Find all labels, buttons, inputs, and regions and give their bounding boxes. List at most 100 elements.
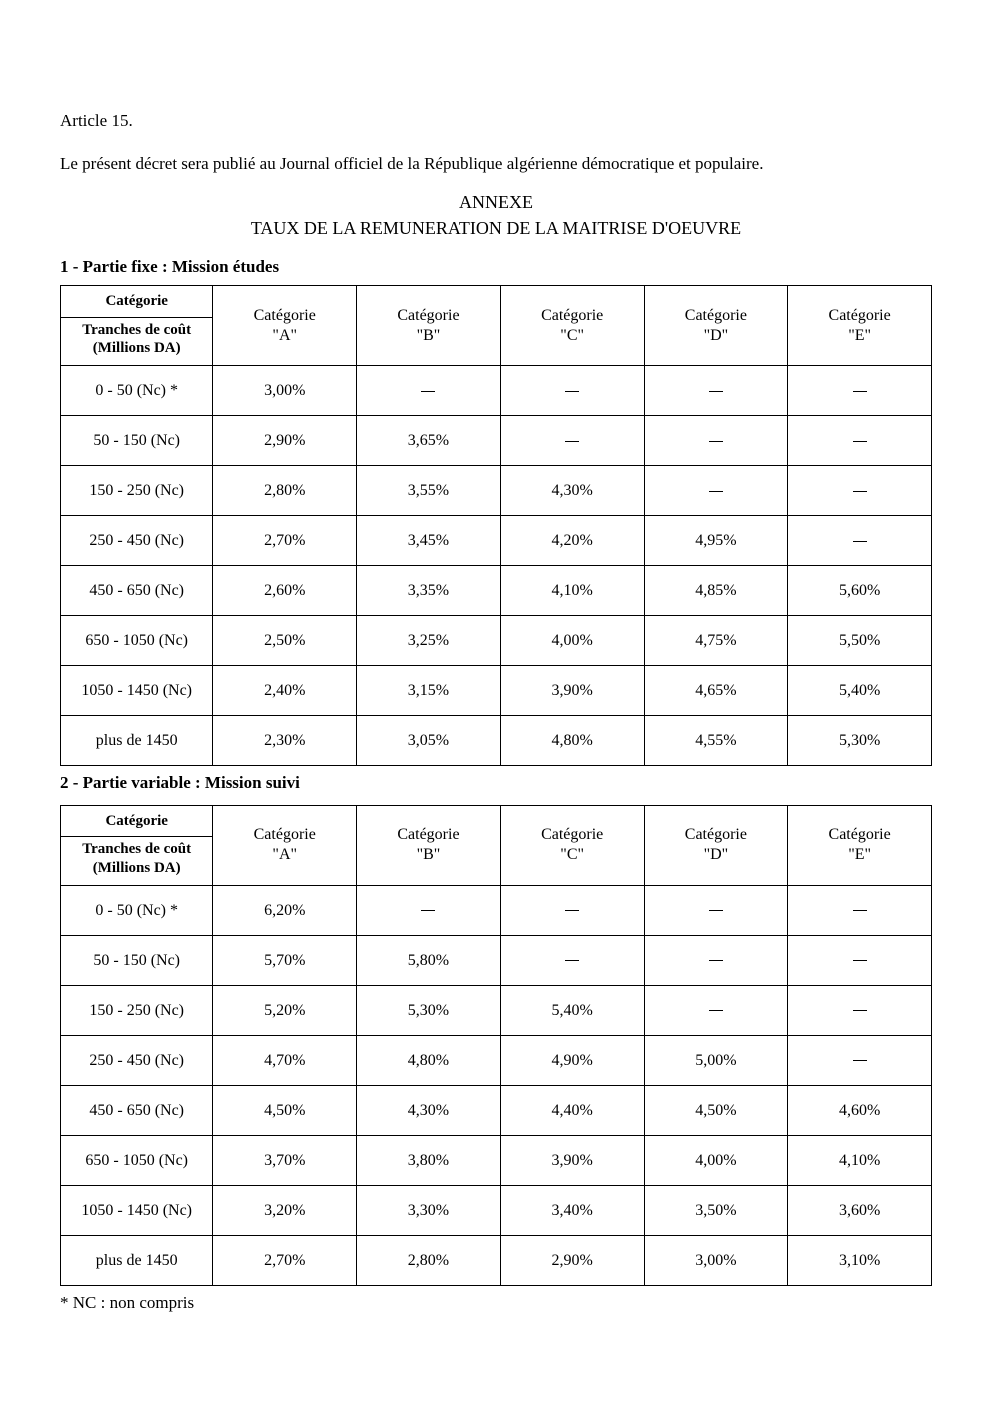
header-corner-line1: Tranches de coût — [82, 322, 191, 338]
document-page: Article 15. Le présent décret sera publi… — [0, 0, 992, 1375]
rate-cell: 5,70% — [213, 935, 357, 985]
rate-cell: 3,10% — [788, 1235, 932, 1285]
column-header-code: "D" — [704, 327, 729, 344]
header-corner-cell: Catégorie Tranches de coût (Millions DA) — [61, 286, 213, 366]
empty-dash — [565, 441, 579, 442]
empty-dash — [709, 491, 723, 492]
empty-dash — [709, 960, 723, 961]
table-row: 650 - 1050 (Nc)2,50%3,25%4,00%4,75%5,50% — [61, 616, 932, 666]
rate-cell: 5,00% — [644, 1035, 788, 1085]
row-tranche-label: 450 - 650 (Nc) — [61, 566, 213, 616]
table-row: plus de 14502,70%2,80%2,90%3,00%3,10% — [61, 1235, 932, 1285]
column-header-label: Catégorie — [254, 826, 316, 843]
row-tranche-label: 1050 - 1450 (Nc) — [61, 666, 213, 716]
row-tranche-label: plus de 1450 — [61, 716, 213, 766]
rate-cell: 3,00% — [644, 1235, 788, 1285]
table-row: 0 - 50 (Nc) *6,20% — [61, 885, 932, 935]
rate-cell — [644, 466, 788, 516]
empty-dash — [421, 910, 435, 911]
rate-cell: 3,65% — [357, 416, 501, 466]
rate-cell — [788, 466, 932, 516]
column-header-code: "C" — [560, 846, 584, 863]
rate-cell: 3,55% — [357, 466, 501, 516]
rate-cell — [644, 985, 788, 1035]
rate-cell — [788, 935, 932, 985]
row-tranche-label: 150 - 250 (Nc) — [61, 466, 213, 516]
rate-cell: 3,35% — [357, 566, 501, 616]
section-1-label: 1 - Partie fixe : Mission études — [60, 256, 932, 279]
table-row: plus de 14502,30%3,05%4,80%4,55%5,30% — [61, 716, 932, 766]
rate-cell: 4,20% — [500, 516, 644, 566]
rate-cell — [788, 516, 932, 566]
row-tranche-label: 50 - 150 (Nc) — [61, 416, 213, 466]
rate-cell: 2,90% — [500, 1235, 644, 1285]
empty-dash — [565, 910, 579, 911]
table-row: 450 - 650 (Nc)2,60%3,35%4,10%4,85%5,60% — [61, 566, 932, 616]
table-row: 650 - 1050 (Nc)3,70%3,80%3,90%4,00%4,10% — [61, 1135, 932, 1185]
rate-cell: 4,95% — [644, 516, 788, 566]
rate-cell: 2,90% — [213, 416, 357, 466]
rate-cell: 4,50% — [213, 1085, 357, 1135]
column-header-code: "B" — [417, 846, 441, 863]
empty-dash — [709, 391, 723, 392]
table-row: 250 - 450 (Nc)2,70%3,45%4,20%4,95% — [61, 516, 932, 566]
row-tranche-label: 250 - 450 (Nc) — [61, 516, 213, 566]
rate-cell — [788, 1035, 932, 1085]
empty-dash — [565, 391, 579, 392]
row-tranche-label: 450 - 650 (Nc) — [61, 1085, 213, 1135]
rate-cell: 4,30% — [357, 1085, 501, 1135]
rate-cell: 4,40% — [500, 1085, 644, 1135]
column-header-label: Catégorie — [541, 826, 603, 843]
rate-cell: 4,80% — [500, 716, 644, 766]
rate-cell: 3,05% — [357, 716, 501, 766]
column-header-code: "C" — [560, 327, 584, 344]
article-heading: Article 15. — [60, 110, 932, 133]
header-corner-top: Catégorie — [61, 286, 212, 317]
rate-cell: 3,25% — [357, 616, 501, 666]
table-row: 450 - 650 (Nc)4,50%4,30%4,40%4,50%4,60% — [61, 1085, 932, 1135]
rate-cell — [500, 935, 644, 985]
empty-dash — [709, 441, 723, 442]
column-header-label: Catégorie — [685, 307, 747, 324]
rate-cell: 4,10% — [788, 1135, 932, 1185]
empty-dash — [853, 441, 867, 442]
table-1-rates: Catégorie Tranches de coût (Millions DA)… — [60, 285, 932, 766]
rate-cell: 2,60% — [213, 566, 357, 616]
table-row: 1050 - 1450 (Nc)2,40%3,15%3,90%4,65%5,40… — [61, 666, 932, 716]
header-corner-line2: (Millions DA) — [93, 860, 181, 876]
empty-dash — [709, 910, 723, 911]
empty-dash — [853, 910, 867, 911]
table-row: 150 - 250 (Nc)5,20%5,30%5,40% — [61, 985, 932, 1035]
rate-cell — [788, 366, 932, 416]
rate-cell: 3,60% — [788, 1185, 932, 1235]
empty-dash — [853, 960, 867, 961]
rate-cell: 3,40% — [500, 1185, 644, 1235]
rate-cell: 4,00% — [644, 1135, 788, 1185]
table-row: 0 - 50 (Nc) *3,00% — [61, 366, 932, 416]
column-header-code: "D" — [704, 846, 729, 863]
table-header-row: Catégorie Tranches de coût (Millions DA)… — [61, 286, 932, 366]
table-row: 50 - 150 (Nc)5,70%5,80% — [61, 935, 932, 985]
rate-cell: 2,30% — [213, 716, 357, 766]
rate-cell — [644, 885, 788, 935]
column-header-code: "B" — [417, 327, 441, 344]
table-row: 150 - 250 (Nc)2,80%3,55%4,30% — [61, 466, 932, 516]
rate-cell: 5,40% — [788, 666, 932, 716]
column-header-label: Catégorie — [541, 307, 603, 324]
empty-dash — [853, 1060, 867, 1061]
rate-cell: 3,20% — [213, 1185, 357, 1235]
rate-cell: 4,70% — [213, 1035, 357, 1085]
column-header-label: Catégorie — [254, 307, 316, 324]
rate-cell: 2,40% — [213, 666, 357, 716]
rate-cell: 3,70% — [213, 1135, 357, 1185]
rate-cell: 2,80% — [213, 466, 357, 516]
row-tranche-label: 0 - 50 (Nc) * — [61, 366, 213, 416]
table-row: 250 - 450 (Nc)4,70%4,80%4,90%5,00% — [61, 1035, 932, 1085]
empty-dash — [565, 960, 579, 961]
rate-cell — [644, 416, 788, 466]
rate-cell: 3,45% — [357, 516, 501, 566]
row-tranche-label: plus de 1450 — [61, 1235, 213, 1285]
rate-cell: 4,90% — [500, 1035, 644, 1085]
header-corner-bottom: Tranches de coût (Millions DA) — [61, 837, 212, 885]
row-tranche-label: 1050 - 1450 (Nc) — [61, 1185, 213, 1235]
